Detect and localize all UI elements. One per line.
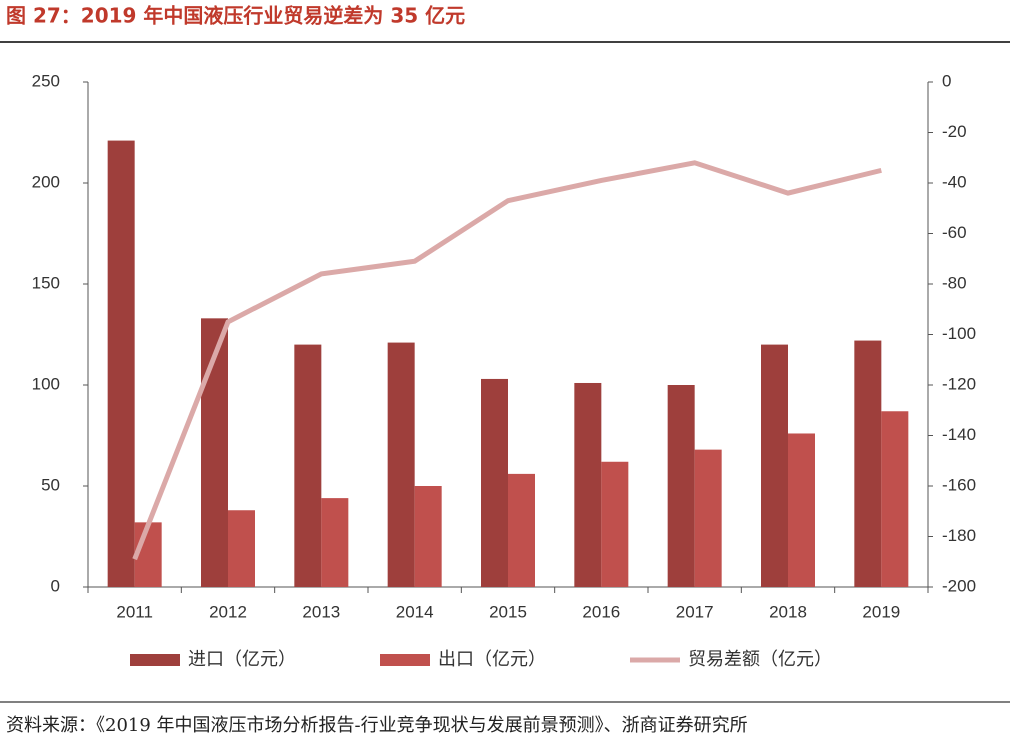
bar	[761, 344, 788, 587]
y2-tick-label: -120	[942, 374, 976, 393]
bar	[321, 498, 349, 587]
line	[132, 160, 882, 561]
y2-tick-label: -100	[942, 324, 976, 343]
y2-tick-label: -80	[942, 273, 967, 292]
y2-tick-label: -20	[942, 122, 967, 141]
legend-label: 贸易差额（亿元）	[688, 649, 832, 670]
bar	[601, 461, 629, 587]
bar	[228, 510, 255, 587]
x-tick-label: 2016	[582, 602, 620, 621]
y2-tick-label: -180	[942, 526, 976, 545]
bar	[881, 411, 909, 587]
x-tick-label: 2018	[769, 602, 807, 621]
bar	[387, 342, 415, 587]
x-tick-label: 2014	[396, 602, 434, 621]
legend-label: 进口（亿元）	[188, 649, 296, 670]
bar	[294, 344, 322, 587]
y-tick-label: 250	[32, 71, 60, 90]
y2-tick-label: 0	[942, 71, 951, 90]
x-tick-label: 2011	[116, 602, 153, 621]
x-tick-label: 2013	[302, 602, 340, 621]
x-tick-label: 2019	[862, 602, 900, 621]
y2-tick-label: -200	[942, 576, 976, 595]
title: 图 27：2019 年中国液压行业贸易逆差为 35 亿元	[6, 4, 465, 28]
x-tick-label: 2012	[209, 602, 247, 621]
x-tick-label: 2015	[489, 602, 527, 621]
y2-tick-label: -60	[942, 223, 967, 242]
source: 资料来源：《2019 年中国液压市场分析报告-行业竞争现状与发展前景预测》、浙商…	[6, 715, 748, 736]
bar	[667, 385, 695, 587]
y-tick-label: 0	[51, 576, 60, 595]
bar	[107, 140, 135, 587]
legend-label: 出口（亿元）	[438, 649, 546, 670]
y2-tick-label: -160	[942, 475, 976, 494]
y-tick-label: 100	[32, 374, 60, 393]
legend-swatch	[130, 654, 180, 666]
y-tick-label: 150	[32, 273, 60, 292]
bar	[414, 486, 442, 587]
y2-tick-label: -140	[942, 425, 976, 444]
bar	[134, 522, 162, 587]
bar	[481, 378, 508, 587]
bar	[854, 340, 882, 587]
legend-swatch	[380, 654, 430, 666]
bar	[201, 318, 228, 587]
bar	[508, 473, 535, 587]
bar	[788, 433, 815, 587]
x-tick-label: 2017	[676, 602, 714, 621]
bar	[574, 382, 602, 587]
bar	[694, 449, 722, 587]
y-tick-label: 200	[32, 172, 60, 191]
y2-tick-label: -40	[942, 172, 967, 191]
y-tick-label: 50	[41, 475, 60, 494]
